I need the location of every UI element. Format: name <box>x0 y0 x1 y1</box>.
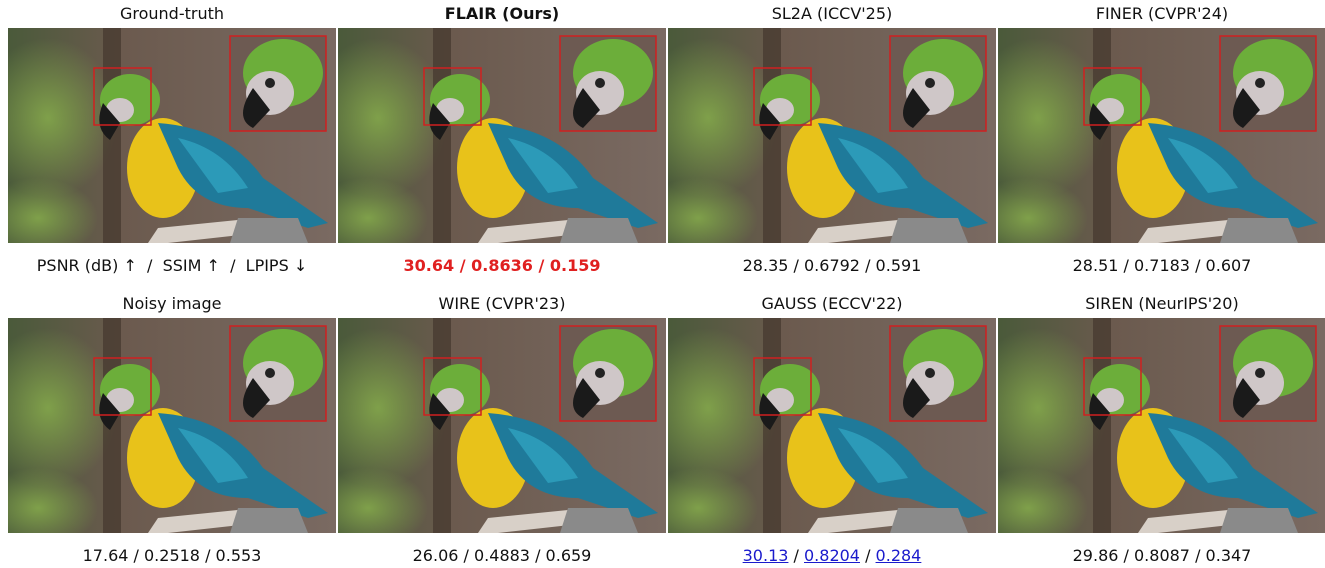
metric-value: 0.553 <box>216 546 262 565</box>
image-content <box>8 28 336 243</box>
separator: / <box>1190 256 1206 275</box>
figure: {"separator": " / ", "panels": [ {"title… <box>0 0 1325 567</box>
separator: / <box>1118 546 1134 565</box>
metric-value: 30.64 <box>404 256 455 275</box>
metric-value: 0.8636 <box>471 256 533 275</box>
separator: / <box>530 546 546 565</box>
metric-value: 0.2518 <box>144 546 200 565</box>
metric-row: 30.13 / 0.8204 / 0.284 <box>668 544 996 568</box>
metric-value: 30.13 <box>743 546 789 565</box>
metric-value: 29.86 <box>1073 546 1119 565</box>
separator: / <box>860 546 876 565</box>
panel-title: Noisy image <box>8 293 336 315</box>
metric-value: 0.591 <box>876 256 922 275</box>
parrot-image <box>338 28 666 243</box>
panel-title: FLAIR (Ours) <box>338 3 666 25</box>
parrot-image <box>998 28 1325 243</box>
metric-row: 30.64 / 0.8636 / 0.159 <box>338 254 666 278</box>
parrot-image <box>8 28 336 243</box>
image-content <box>8 318 336 533</box>
panel-title: Ground-truth <box>8 3 336 25</box>
parrot-image <box>668 28 996 243</box>
metric-row: 29.86 / 0.8087 / 0.347 <box>998 544 1325 568</box>
metric-value: 28.35 <box>743 256 789 275</box>
panel-title: WIRE (CVPR'23) <box>338 293 666 315</box>
image-content <box>338 28 666 243</box>
separator: / <box>860 256 876 275</box>
metric-value: 26.06 <box>413 546 459 565</box>
separator: / <box>788 546 804 565</box>
panel-title: SL2A (ICCV'25) <box>668 3 996 25</box>
image-content <box>998 318 1325 533</box>
separator: / <box>788 256 804 275</box>
separator: / <box>128 546 144 565</box>
metric-value: 17.64 <box>83 546 129 565</box>
parrot-image <box>668 318 996 533</box>
image-content <box>668 318 996 533</box>
panel-title: FINER (CVPR'24) <box>998 3 1325 25</box>
separator: / <box>458 546 474 565</box>
metric-value: 28.51 <box>1073 256 1119 275</box>
metric-value: 0.659 <box>546 546 592 565</box>
image-content <box>668 28 996 243</box>
parrot-image <box>338 318 666 533</box>
metric-row: 17.64 / 0.2518 / 0.553 <box>8 544 336 568</box>
metric-value: 0.7183 <box>1134 256 1190 275</box>
image-content <box>998 28 1325 243</box>
parrot-image <box>8 318 336 533</box>
metric-value: 0.607 <box>1206 256 1252 275</box>
metric-value: 0.8204 <box>804 546 860 565</box>
separator: / <box>533 256 550 275</box>
separator: / <box>1118 256 1134 275</box>
metric-value: 0.8087 <box>1134 546 1190 565</box>
metric-value: 0.284 <box>876 546 922 565</box>
metric-row: 28.35 / 0.6792 / 0.591 <box>668 254 996 278</box>
parrot-image <box>998 318 1325 533</box>
metric-header: PSNR (dB) ↑ / SSIM ↑ / LPIPS ↓ <box>37 256 307 275</box>
metric-value: 0.4883 <box>474 546 530 565</box>
metric-value: 0.347 <box>1206 546 1252 565</box>
panel-title: SIREN (NeurIPS'20) <box>998 293 1325 315</box>
metric-row: 28.51 / 0.7183 / 0.607 <box>998 254 1325 278</box>
metric-row: 26.06 / 0.4883 / 0.659 <box>338 544 666 568</box>
panel-title: GAUSS (ECCV'22) <box>668 293 996 315</box>
metric-value: 0.159 <box>550 256 601 275</box>
separator: / <box>454 256 471 275</box>
metric-row: PSNR (dB) ↑ / SSIM ↑ / LPIPS ↓ <box>8 254 336 278</box>
metric-value: 0.6792 <box>804 256 860 275</box>
separator: / <box>200 546 216 565</box>
image-content <box>338 318 666 533</box>
separator: / <box>1190 546 1206 565</box>
